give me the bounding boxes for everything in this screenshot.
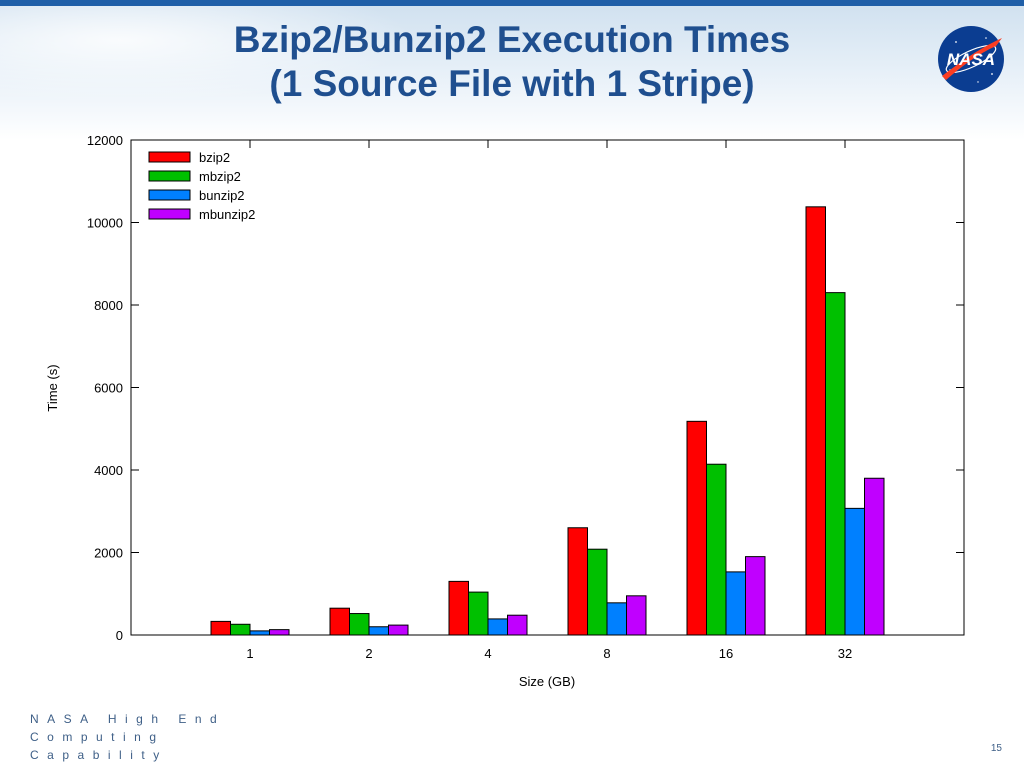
legend-swatch-bunzip2 [148,189,191,201]
bar-bzip2-32 [805,206,826,636]
bar-bzip2-2 [329,607,350,636]
bar-mbzip2-2 [349,613,370,636]
bar-mbzip2-4 [468,591,489,636]
bar-mbunzip2-2 [388,624,409,636]
orbit-icon [945,44,997,74]
y-tick-label: 6000 [94,381,123,396]
vector-chevron-icon [942,38,1002,80]
nasa-logo: NASA [938,26,1004,92]
footer-line-1: NASA High End [30,712,226,726]
bar-mbzip2-8 [587,548,608,636]
y-tick-label: 2000 [94,546,123,561]
x-tick-label: 1 [246,646,253,661]
chart-bars [210,206,885,636]
chart-legend: bzip2 mbzip2 bunzip2 mbunzip2 [148,150,255,222]
bar-mbunzip2-16 [745,556,766,636]
nasa-logo-text: NASA [947,50,995,69]
bar-mbzip2-32 [825,292,846,636]
slide-title: Bzip2/Bunzip2 Execution Times (1 Source … [112,18,912,106]
bar-bunzip2-4 [487,618,508,636]
bar-mbunzip2-4 [507,614,528,636]
bar-bunzip2-1 [249,630,270,636]
bar-bunzip2-32 [844,507,865,636]
y-tick-label: 8000 [94,298,123,313]
legend-label-bzip2: bzip2 [199,150,230,165]
x-tick-label: 16 [719,646,733,661]
header-highlight [0,0,1024,140]
y-tick-label: 4000 [94,463,123,478]
y-tick-label: 10000 [87,216,123,231]
legend-swatch-bzip2 [148,151,191,163]
x-axis-label: Size (GB) [519,674,575,689]
bar-bunzip2-2 [368,626,389,636]
y-tick-label: 12000 [87,133,123,148]
bar-bzip2-4 [448,580,469,636]
y-tick-label: 0 [116,628,123,643]
legend-label-mbunzip2: mbunzip2 [199,207,255,222]
footer-org-name: NASA High End Computing Capability [30,710,225,764]
x-tick-label: 2 [365,646,372,661]
legend-swatch-mbunzip2 [148,208,191,220]
legend-label-mbzip2: mbzip2 [199,169,241,184]
x-tick-label: 32 [838,646,852,661]
bar-mbzip2-1 [230,623,251,636]
slide-title-line-2: (1 Source File with 1 Stripe) [269,63,755,104]
bar-mbunzip2-1 [269,629,290,636]
x-tick-label: 8 [603,646,610,661]
x-tick-label: 4 [484,646,491,661]
bar-mbunzip2-8 [626,595,647,636]
bar-bunzip2-16 [725,571,746,636]
chart-axes: 0 2000 4000 6000 8000 10000 12000 1 2 4 8 16 32 [87,133,965,661]
top-rule [0,0,1024,6]
legend-swatch-mbzip2 [148,170,191,182]
bar-bzip2-1 [210,620,231,636]
bar-bzip2-16 [686,420,707,636]
footer-line-2: Computing [30,730,165,744]
footer-line-3: Capability [30,748,168,762]
slide-title-line-1: Bzip2/Bunzip2 Execution Times [233,19,791,60]
bar-mbunzip2-32 [864,477,885,636]
legend-label-bunzip2: bunzip2 [199,188,245,203]
bar-bzip2-8 [567,527,588,636]
page-number: 15 [990,743,1002,754]
bar-bunzip2-8 [606,602,627,636]
y-axis-label: Time (s) [45,364,60,411]
bar-mbzip2-16 [706,463,727,636]
